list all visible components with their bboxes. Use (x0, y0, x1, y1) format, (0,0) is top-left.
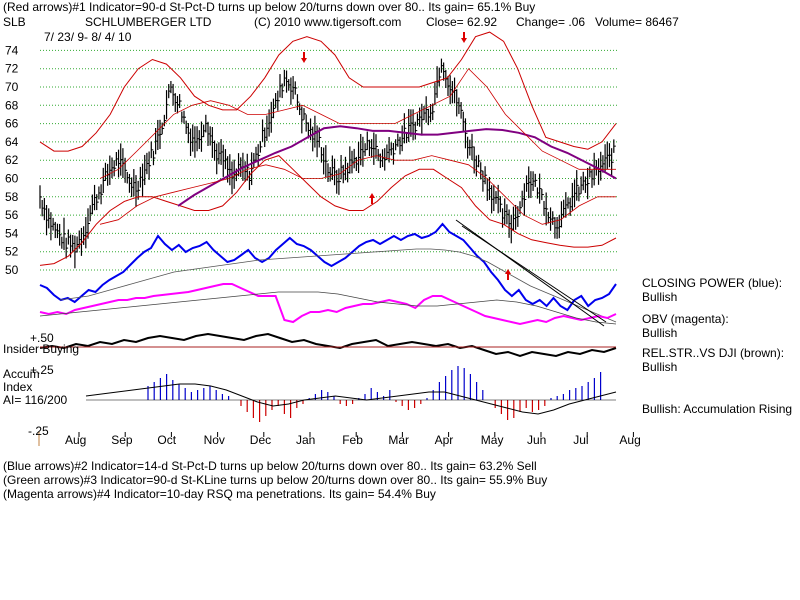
x-tick-label: Aug (65, 433, 86, 447)
y-tick-label: 50 (5, 263, 19, 277)
trend-line-1 (455, 219, 605, 327)
upper-band-line (39, 31, 617, 152)
x-tick-label: Jul (573, 433, 588, 447)
buy-arrow-may-head (505, 269, 511, 274)
footer-line2: (Green arrows)#3 Indicator=90-d St-KLine… (3, 473, 548, 487)
closing-power-status: Bullish (642, 290, 678, 304)
price-gridlines (40, 49, 618, 271)
y-tick-label: 68 (5, 98, 19, 112)
lower-band-line (39, 155, 617, 266)
x-tick-label: Mar (388, 433, 409, 447)
y-tick-label: 66 (5, 117, 19, 131)
volume-value: Volume= 86467 (595, 15, 679, 29)
x-tick-label: Aug (619, 433, 640, 447)
y-tick-label: 64 (5, 135, 19, 149)
sell-arrow-jan-head (301, 58, 307, 63)
closing-power-ma (59, 248, 617, 323)
accum-ma-line (85, 383, 617, 415)
insider-buying-label: Insider Buying (3, 342, 80, 356)
signal-arrows (301, 32, 511, 280)
accum-status: Bullish: Accumulation Rising (642, 402, 793, 416)
accum-label: Accum (3, 367, 40, 381)
relstr-line (39, 332, 617, 358)
obv-status: Bullish (642, 326, 678, 340)
y-tick-label: 58 (5, 190, 19, 204)
inner-upper-band (99, 68, 616, 179)
obv-ma (39, 291, 617, 325)
ticker-label: SLB (3, 15, 26, 29)
ai-value: AI= 116/200 (3, 393, 68, 407)
obv-title: OBV (magenta): (642, 312, 729, 326)
header-line1: (Red arrows)#1 Indicator=90-d St-Pct-D t… (3, 0, 536, 14)
y-tick-label: 60 (5, 172, 19, 186)
y-tick-label: 70 (5, 80, 19, 94)
indicator-lines (39, 31, 617, 415)
plus50-label: +.50 (30, 331, 54, 345)
footer-line1: (Blue arrows)#2 Indicator=14-d St-Pct-D … (3, 459, 537, 473)
obv-line (39, 283, 617, 326)
x-tick-label: Jun (527, 433, 546, 447)
x-tick-label: Nov (204, 433, 225, 447)
y-tick-label: 72 (5, 62, 19, 76)
y-tick-label: 74 (5, 43, 19, 57)
buy-arrow-feb-head (369, 193, 375, 198)
relstr-title: REL.STR..VS DJI (brown): (642, 346, 785, 360)
x-tick-label: Feb (342, 433, 363, 447)
inner-lower-band (99, 155, 616, 225)
price-bars (39, 58, 616, 269)
footer-line3: (Magenta arrows)#4 Indicator=10-day RSQ … (3, 487, 436, 501)
index-label: Index (3, 380, 33, 394)
x-tick-label: Dec (250, 433, 271, 447)
x-axis-labels: Aug Sep Oct Nov Dec Jan Feb Mar Apr May Jun Jul Aug (38, 432, 641, 447)
x-tick-label: Jan (296, 433, 315, 447)
minus25-label: -.25 (28, 424, 49, 438)
plus25-label: +.25 (30, 363, 54, 377)
x-tick-label: May (481, 433, 504, 447)
accum-bars (86, 366, 616, 422)
y-tick-label: 54 (5, 226, 19, 240)
y-tick-label: 62 (5, 153, 19, 167)
y-tick-label: 52 (5, 245, 19, 259)
company-name: SCHLUMBERGER LTD (85, 15, 212, 29)
y-axis-labels: 50 52 54 56 58 60 62 64 66 68 70 72 74 (5, 43, 19, 277)
trend-line-2 (461, 225, 607, 323)
x-tick-label: Sep (111, 433, 133, 447)
change-value: Change= .06 (516, 15, 586, 29)
closing-power-title: CLOSING POWER (blue): (642, 276, 783, 290)
date-range: 7/ 23/ 9- 8/ 4/ 10 (44, 30, 132, 44)
y-tick-label: 56 (5, 208, 19, 222)
copyright-text: (C) 2010 www.tigersoft.com (254, 15, 402, 29)
x-tick-label: Oct (157, 433, 176, 447)
moving-average-line (177, 125, 617, 207)
x-tick-label: Apr (435, 433, 454, 447)
sell-arrow-apr-head (461, 38, 467, 43)
close-value: Close= 62.92 (426, 15, 498, 29)
relstr-status: Bullish (642, 360, 678, 374)
closing-power-line (39, 222, 617, 312)
